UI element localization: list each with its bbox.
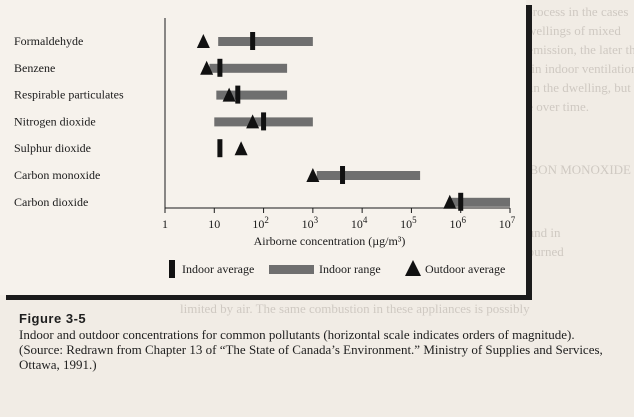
caption-text: Indoor and outdoor concentrations for co…: [19, 327, 603, 372]
pollutant-label: Benzene: [14, 61, 55, 75]
outdoor-average-marker: [222, 87, 236, 102]
x-tick-label: 102: [252, 215, 269, 231]
legend-indoor-range-swatch: [269, 265, 314, 274]
outdoor-average-marker: [443, 194, 457, 209]
legend-indoor-range-label: Indoor range: [319, 262, 381, 276]
figure-label: Figure 3-5: [19, 311, 87, 326]
indoor-average-marker: [340, 166, 346, 184]
indoor-range-bar: [218, 37, 313, 46]
indoor-average-marker: [261, 112, 267, 131]
pollutant-label: Carbon monoxide: [14, 168, 100, 182]
indoor-range-bar: [216, 90, 288, 100]
indoor-average-marker: [235, 85, 241, 104]
outdoor-average-marker: [200, 60, 214, 75]
indoor-range-bar: [316, 171, 421, 180]
legend-indoor-average-swatch: [169, 260, 175, 278]
outdoor-average-marker: [306, 168, 320, 182]
indoor-range-bar: [449, 197, 510, 207]
indoor-average-marker: [217, 139, 223, 158]
pollutant-label: Nitrogen dioxide: [14, 114, 96, 128]
pollutant-label: Respirable particulates: [14, 88, 124, 102]
x-tick-label: 106: [449, 215, 466, 231]
pollutant-label: Carbon dioxide: [14, 195, 88, 209]
x-tick-label: 104: [351, 215, 368, 231]
x-tick-label: 1: [162, 217, 168, 231]
legend-indoor-average-label: Indoor average: [182, 262, 254, 276]
indoor-average-marker: [217, 58, 223, 77]
legend-outdoor-average-swatch: [405, 260, 421, 276]
figure-panel: 1 10 102 103 104 105 106 107 Airborne concentrat…: [14, 18, 516, 278]
outdoor-average-marker: [196, 34, 210, 48]
outdoor-average-marker: [234, 141, 248, 156]
pollutant-label: Formaldehyde: [14, 34, 83, 48]
indoor-average-marker: [250, 32, 256, 50]
figure-caption: Figure 3-5 Indoor and outdoor concentrat…: [19, 311, 619, 372]
x-tick-label: 10: [208, 217, 220, 231]
pollutant-label: Sulphur dioxide: [14, 141, 91, 155]
x-axis-label: Airborne concentration (µg/m³): [254, 234, 406, 248]
indoor-range-bar: [209, 63, 288, 73]
outdoor-average-marker: [246, 114, 260, 129]
x-tick-label: 103: [302, 215, 319, 231]
indoor-average-marker: [458, 192, 464, 211]
x-tick-label: 105: [400, 215, 417, 231]
x-tick-label: 107: [499, 215, 516, 231]
pollutant-concentration-chart: 1 10 102 103 104 105 106 107 Airborne concentrat…: [14, 18, 516, 278]
legend-outdoor-average-label: Outdoor average: [425, 262, 505, 276]
